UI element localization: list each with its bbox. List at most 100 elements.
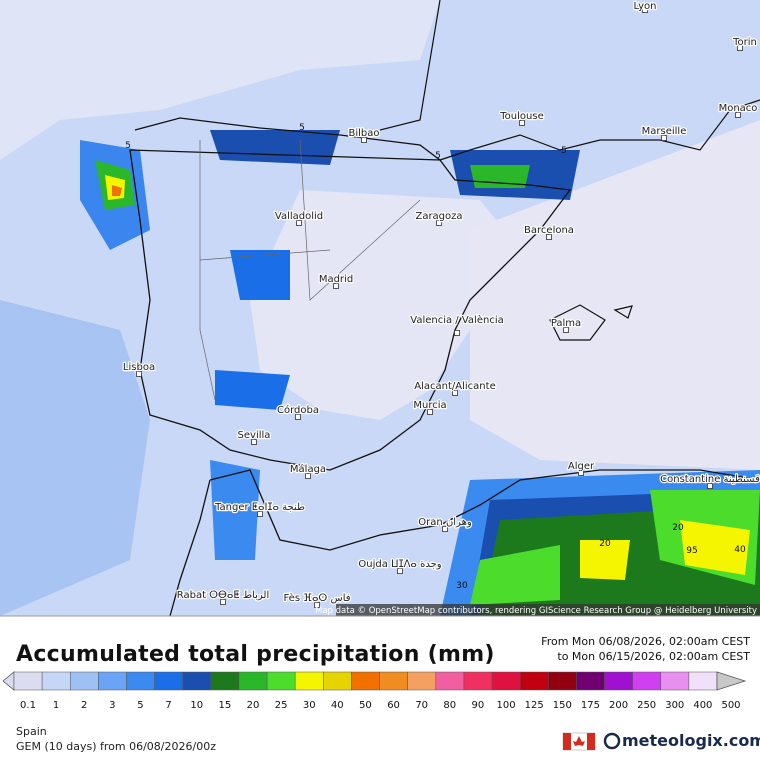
legend-tick-label: 80 bbox=[443, 700, 456, 711]
legend-swatch bbox=[323, 671, 352, 691]
legend-swatch bbox=[435, 671, 465, 691]
wet-area bbox=[210, 130, 340, 165]
city-marker bbox=[361, 137, 367, 143]
map-canvas bbox=[0, 0, 760, 617]
legend-tick-label: 0.1 bbox=[20, 700, 36, 711]
legend-tick-label: 300 bbox=[665, 700, 684, 711]
brand: meteologix.com bbox=[622, 731, 760, 750]
legend-swatch bbox=[407, 671, 437, 691]
city-marker bbox=[442, 526, 448, 532]
legend-swatch bbox=[126, 671, 155, 691]
city-label: Palma bbox=[551, 318, 581, 329]
city-marker bbox=[136, 371, 142, 377]
city-marker bbox=[519, 120, 525, 126]
legend-swatch bbox=[604, 671, 633, 691]
city-label: Barcelona bbox=[524, 225, 574, 236]
wet-area bbox=[580, 540, 630, 580]
period-to: to Mon 06/15/2026, 02:00am CEST bbox=[557, 650, 750, 663]
city-marker bbox=[563, 327, 569, 333]
legend-swatch bbox=[69, 671, 99, 691]
city-label: Fès ⴼⴰⵙ فاس bbox=[283, 592, 350, 604]
city-marker bbox=[397, 568, 403, 574]
coastline bbox=[129, 117, 572, 471]
coastline bbox=[169, 479, 211, 617]
contour-label: 95 bbox=[686, 546, 697, 556]
city-label: Zaragoza bbox=[415, 211, 462, 222]
wet-area bbox=[112, 185, 122, 196]
flag-leaf bbox=[573, 736, 585, 746]
wet-area bbox=[470, 545, 560, 605]
city-marker bbox=[546, 234, 552, 240]
legend-tick-label: 60 bbox=[387, 700, 400, 711]
contour-label: 5 bbox=[435, 151, 441, 161]
wet-area bbox=[0, 300, 150, 616]
legend-swatch bbox=[13, 671, 43, 691]
city-label: Murcia bbox=[413, 400, 446, 411]
city-marker bbox=[314, 602, 320, 608]
city-label: Marseille bbox=[642, 126, 687, 137]
city-label: Málaga bbox=[290, 463, 326, 475]
legend-tick-label: 40 bbox=[331, 700, 344, 711]
flag-band bbox=[587, 733, 595, 750]
legend-tick-label: 30 bbox=[303, 700, 316, 711]
island bbox=[549, 304, 606, 341]
legend-tick-label: 400 bbox=[693, 700, 712, 711]
legend-swatch bbox=[660, 671, 690, 691]
flag-band bbox=[563, 733, 571, 750]
legend-tick-label: 20 bbox=[247, 700, 260, 711]
dry-area bbox=[0, 0, 440, 160]
coastline bbox=[379, 0, 441, 131]
wet-area bbox=[680, 520, 750, 575]
dry-area bbox=[470, 120, 760, 470]
city-marker bbox=[661, 135, 667, 141]
city-marker bbox=[333, 283, 339, 289]
legend-tick-label: 5 bbox=[137, 700, 143, 711]
legend-arrow-left bbox=[2, 671, 15, 691]
city-label: Rabat ⵔⴱⴰⵟ الرباط bbox=[177, 590, 269, 601]
city-marker bbox=[454, 330, 460, 336]
legend-tick-label: 200 bbox=[609, 700, 628, 711]
legend-swatch bbox=[294, 671, 324, 691]
wet-area bbox=[215, 370, 290, 410]
wet-area bbox=[230, 250, 290, 300]
legend-tick-label: 500 bbox=[721, 700, 740, 711]
city-marker bbox=[737, 45, 743, 51]
city-label: Valencia / València bbox=[410, 314, 503, 326]
city-label: Alacant/Alicante bbox=[414, 381, 495, 392]
city-marker bbox=[436, 220, 442, 226]
city-label: Sevilla bbox=[238, 430, 271, 441]
city-label: Córdoba bbox=[277, 404, 319, 416]
legend-tick-label: 90 bbox=[472, 700, 485, 711]
city-marker bbox=[427, 409, 433, 415]
period-from: From Mon 06/08/2026, 02:00am CEST bbox=[541, 635, 750, 648]
city-marker bbox=[257, 511, 263, 517]
legend-tick-label: 7 bbox=[165, 700, 171, 711]
city-label: Toulouse bbox=[499, 111, 543, 122]
contour-label: 20 bbox=[599, 539, 611, 549]
legend-tick-label: 150 bbox=[553, 700, 572, 711]
city-marker bbox=[642, 7, 648, 13]
contour-label: 5 bbox=[125, 141, 131, 151]
city-label: Monaco bbox=[719, 103, 758, 114]
city-label: Tanger ⵟⴰⵏⵊⴰ طنجة bbox=[214, 502, 305, 513]
city-label: Torin bbox=[732, 37, 757, 48]
legend-swatch bbox=[154, 671, 183, 691]
coastline bbox=[209, 469, 760, 551]
region: Spain bbox=[16, 725, 47, 738]
city-marker bbox=[578, 470, 584, 476]
city-label: Valladolid bbox=[275, 211, 323, 222]
attribution-bg bbox=[336, 604, 760, 616]
border bbox=[199, 139, 421, 401]
legend-tick-label: 15 bbox=[218, 700, 231, 711]
attribution: Map data © OpenStreetMap contributors, r… bbox=[315, 606, 757, 616]
contour-label: 20 bbox=[672, 523, 684, 533]
city-label: Alger bbox=[568, 461, 595, 472]
coastline bbox=[469, 99, 760, 151]
legend-tick-label: 10 bbox=[190, 700, 203, 711]
contour-label: 30 bbox=[456, 581, 468, 591]
city-marker bbox=[707, 483, 713, 489]
legend-tick-label: 25 bbox=[275, 700, 288, 711]
legend-swatch bbox=[238, 671, 268, 691]
